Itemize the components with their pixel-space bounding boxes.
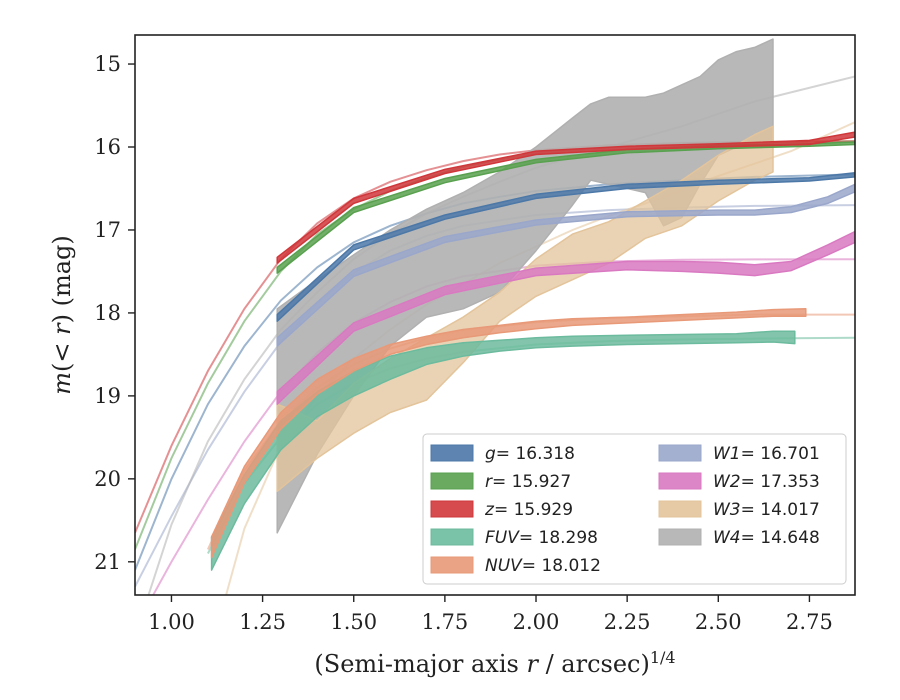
legend-label-w2: W2= 17.353 [713, 472, 820, 492]
legend-swatch-nuv [430, 556, 474, 574]
y-tick-label: 18 [94, 301, 121, 325]
legend-swatch-g [430, 444, 474, 462]
x-tick-label: 1.75 [421, 610, 468, 634]
legend-swatch-z [430, 500, 474, 518]
legend-label-fuv: FUV= 18.298 [485, 528, 598, 548]
x-tick-label: 2.25 [604, 610, 651, 634]
y-tick-label: 17 [94, 218, 121, 242]
profile-bands [210, 38, 855, 571]
legend-box [422, 433, 847, 585]
x-axis: 1.00 1.25 1.50 1.75 2.00 2.25 2.50 2.75 [148, 595, 833, 634]
x-tick-label: 1.50 [330, 610, 377, 634]
legend-swatch-w3 [658, 500, 702, 518]
x-tick-label: 2.50 [695, 610, 742, 634]
x-tick-label: 1.00 [148, 610, 195, 634]
legend-swatch-w4 [658, 528, 702, 546]
legend: g= 16.318 r= 15.927 z= 15.929 FUV= 18.298 NU… [422, 433, 847, 585]
profile-band-w3 [276, 125, 774, 493]
profile-band-fuv [210, 330, 796, 571]
y-axis: 15 16 17 18 19 20 21 [94, 52, 135, 574]
y-tick-label: 21 [94, 550, 121, 574]
profile-band-w1 [276, 183, 855, 347]
profile-band-w2 [276, 230, 855, 405]
y-tick-label: 16 [94, 135, 121, 159]
legend-label-w3: W3= 14.017 [713, 500, 820, 520]
legend-label-r: r= 15.927 [485, 472, 571, 492]
x-tick-label: 2.00 [513, 610, 560, 634]
x-axis-title: (Semi-major axis r / arcsec)1/4 [314, 648, 675, 678]
x-tick-label: 1.25 [239, 610, 286, 634]
profile-band-r [276, 141, 855, 274]
legend-label-z: z= 15.929 [484, 500, 573, 520]
plot-frame [134, 34, 856, 596]
y-tick-label: 19 [94, 384, 121, 408]
legend-label-w4: W4= 14.648 [713, 528, 820, 548]
legend-swatch-r [430, 472, 474, 490]
profile-band-z [276, 131, 855, 264]
y-axis-title: m(< r) (mag) [48, 235, 76, 395]
legend-label-g: g= 16.318 [485, 444, 575, 464]
legend-swatch-fuv [430, 528, 474, 546]
legend-swatch-w1 [658, 444, 702, 462]
legend-label-nuv: NUV= 18.012 [485, 556, 601, 576]
x-tick-label: 2.75 [786, 610, 833, 634]
profile-band-nuv [210, 308, 807, 559]
legend-swatch-w2 [658, 472, 702, 490]
y-tick-label: 15 [94, 52, 121, 76]
y-tick-label: 20 [94, 467, 121, 491]
profile-band-g [276, 171, 855, 322]
legend-label-w1: W1= 16.701 [713, 444, 820, 464]
